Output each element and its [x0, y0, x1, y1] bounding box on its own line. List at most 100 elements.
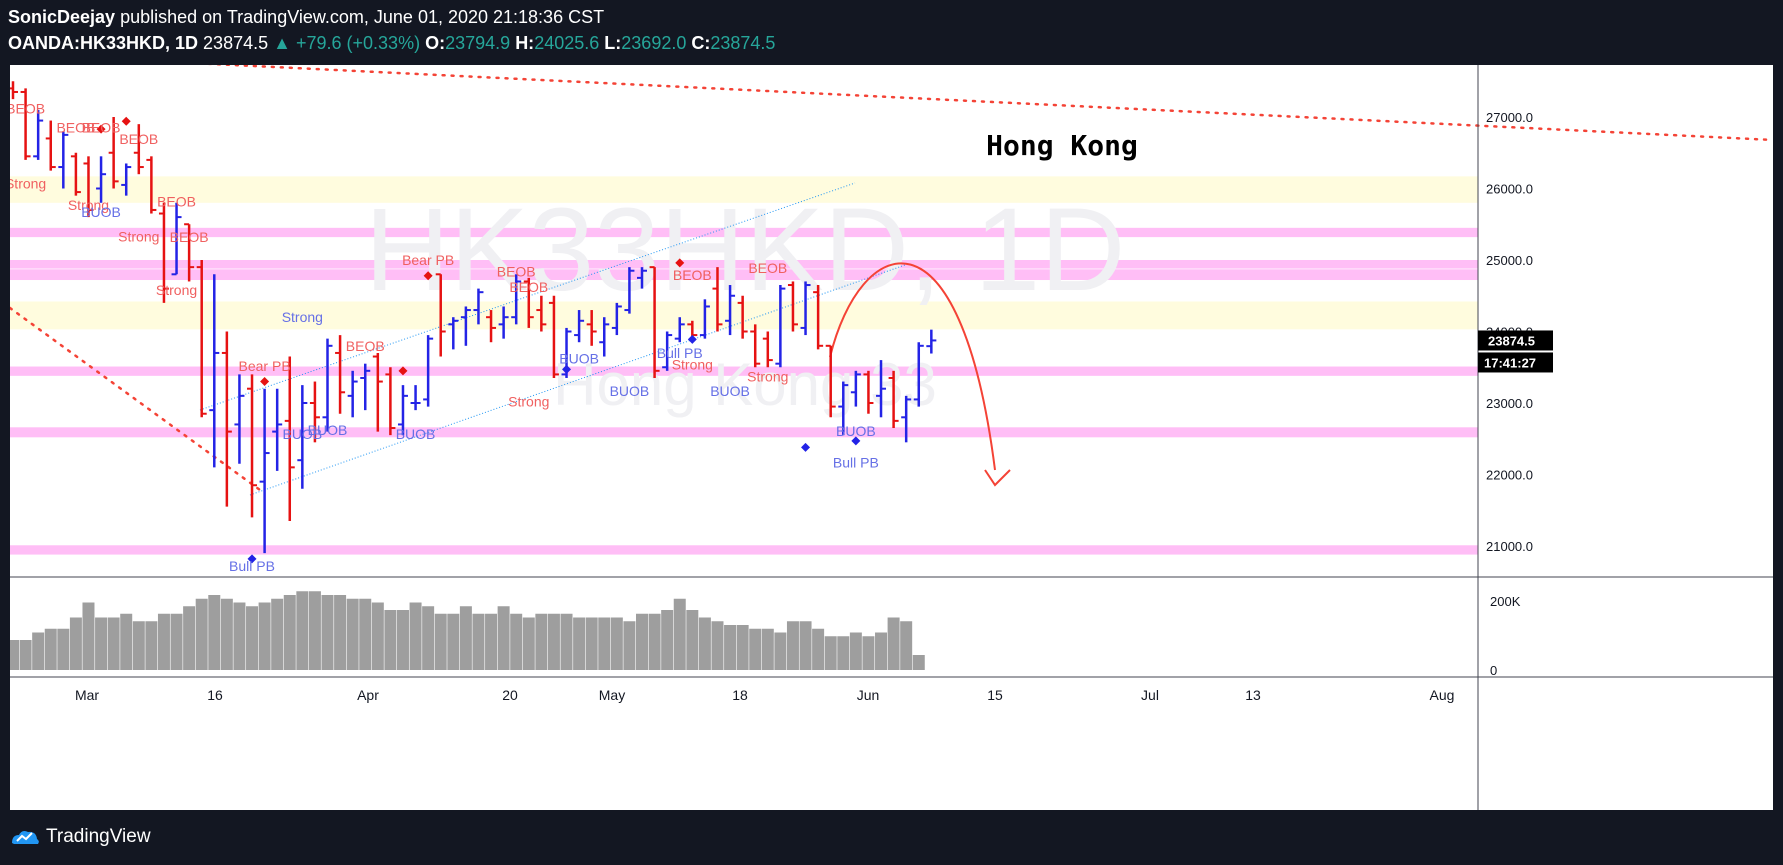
- volume-bar: [786, 621, 799, 670]
- volume-bar: [132, 621, 145, 670]
- pattern-label: Strong: [282, 309, 323, 325]
- bear-diamond-marker: [96, 124, 106, 134]
- watermark-symbol: HK33HKD, 1D: [365, 184, 1126, 316]
- price-tick-label: 22000.0: [1486, 468, 1533, 483]
- bear-diamond-marker: [675, 258, 685, 268]
- volume-bar: [673, 598, 686, 670]
- volume-tick-label: 0: [1490, 663, 1497, 678]
- volume-bar: [296, 591, 309, 670]
- price-tick-label: 26000.0: [1486, 182, 1533, 197]
- pattern-label: BEOB: [748, 260, 787, 276]
- axes: [10, 65, 1773, 810]
- pattern-label: BUOB: [396, 426, 436, 442]
- volume-bar: [598, 617, 611, 670]
- volume-bar: [497, 606, 510, 670]
- volume-bar: [145, 621, 158, 670]
- volume-bar: [246, 606, 259, 670]
- bear-diamond-marker: [398, 366, 408, 376]
- volume-bar: [761, 628, 774, 670]
- publisher-name[interactable]: SonicDeejay: [8, 7, 116, 27]
- volume-axis[interactable]: 200K 0: [1490, 594, 1521, 678]
- footer-brand[interactable]: TradingView: [10, 826, 151, 848]
- time-tick-label: 20: [502, 687, 518, 703]
- price-axis[interactable]: 27000.026000.025000.024000.023000.022000…: [1486, 110, 1533, 554]
- volume-bar: [396, 610, 409, 670]
- price-tags: 23874.5 17:41:27: [1478, 330, 1553, 373]
- volume-bar: [711, 621, 724, 670]
- time-tick-label: 18: [732, 687, 748, 703]
- chart-header: SonicDeejay published on TradingView.com…: [8, 6, 775, 54]
- symbol-line: OANDA:HK33HKD, 1D 23874.5 ▲ +79.6 (+0.33…: [8, 32, 775, 54]
- bull-diamond-marker: [687, 334, 697, 344]
- volume-tick-label: 200K: [1490, 594, 1521, 609]
- zone-pink: [10, 366, 1478, 376]
- volume-bar: [837, 636, 850, 670]
- annotations-layer: BEOBBEOBBEOBBEOBStrongStrongBUOBBEOBStro…: [10, 100, 879, 574]
- last-price: 23874.5: [203, 33, 269, 53]
- volume-bar: [271, 598, 284, 670]
- volume-bar: [623, 621, 636, 670]
- volume-bar: [447, 613, 460, 670]
- pattern-label: Bull PB: [833, 454, 879, 470]
- volume-bar: [371, 602, 384, 670]
- zone-pink: [10, 545, 1478, 555]
- volume-bar: [849, 632, 862, 670]
- volume-bar: [661, 610, 674, 670]
- volume-bar: [334, 595, 347, 670]
- volume-bar: [10, 640, 19, 670]
- low-label: L:: [604, 33, 622, 53]
- zone-pink: [10, 260, 1478, 269]
- volume-bar: [195, 598, 208, 670]
- symbol-label[interactable]: OANDA:HK33HKD, 1D: [8, 33, 199, 53]
- publish-line: SonicDeejay published on TradingView.com…: [8, 6, 775, 28]
- time-tick-label: Jun: [857, 687, 880, 703]
- volume-bar: [57, 628, 70, 670]
- countdown-tag: [1478, 352, 1553, 373]
- pattern-label: BUOB: [836, 423, 876, 439]
- volume-bar: [522, 617, 535, 670]
- bear-diamond-marker: [121, 116, 131, 126]
- ohlc-bars: [10, 81, 937, 554]
- time-tick-label: 16: [207, 687, 223, 703]
- bear-diamond-marker: [260, 377, 270, 387]
- close-value: 23874.5: [710, 33, 776, 53]
- watermark-name: Hong Kong 33: [553, 351, 937, 418]
- volume-bar: [157, 613, 170, 670]
- pattern-label: Strong: [747, 369, 788, 385]
- footer-brand-text: TradingView: [46, 826, 151, 847]
- pattern-label: BUOB: [81, 204, 121, 220]
- volume-bar: [434, 613, 447, 670]
- price-chart[interactable]: HK33HKD, 1D Hong Kong 33 BEOBBEOBBEOBBEO…: [10, 65, 1773, 810]
- volume-pane: [10, 591, 925, 670]
- time-axis[interactable]: Mar 16 Apr 20 May 18 Jun 15 Jul 13 Aug: [75, 687, 1455, 703]
- open-label: O:: [425, 33, 446, 53]
- time-tick-label: May: [599, 687, 625, 703]
- trendlines-layer: [10, 65, 1773, 496]
- pattern-label: BEOB: [157, 193, 196, 209]
- volume-bar: [887, 617, 900, 670]
- pattern-label: BEOB: [119, 131, 158, 147]
- zone-pink: [10, 427, 1478, 438]
- volume-bar: [585, 617, 598, 670]
- zones-layer: [10, 176, 1478, 555]
- descending-trendline-dotted: [10, 306, 262, 492]
- volume-bar: [799, 621, 812, 670]
- volume-bar: [862, 636, 875, 670]
- tradingview-logo-icon: [12, 831, 39, 844]
- pattern-label: Bull PB: [657, 345, 703, 361]
- zone-yellow: [10, 301, 1478, 330]
- volume-bar: [560, 613, 573, 670]
- bull-diamond-marker: [801, 442, 811, 452]
- price-tick-label: 25000.0: [1486, 253, 1533, 268]
- chart-panel[interactable]: HK33HKD, 1D Hong Kong 33 BEOB BEOB BEOB BEO…: [10, 65, 1773, 810]
- projection-arc: [829, 262, 996, 471]
- low-value: 23692.0: [621, 33, 687, 53]
- pattern-label: Strong: [118, 228, 159, 244]
- price-tick-label: 23000.0: [1486, 396, 1533, 411]
- pattern-label: Strong: [672, 356, 713, 372]
- countdown-tag-label: 17:41:27: [1484, 355, 1536, 370]
- volume-bar: [233, 602, 246, 670]
- zone-pink: [10, 227, 1478, 238]
- pattern-label: Bear PB: [239, 358, 291, 374]
- volume-bar: [535, 613, 548, 670]
